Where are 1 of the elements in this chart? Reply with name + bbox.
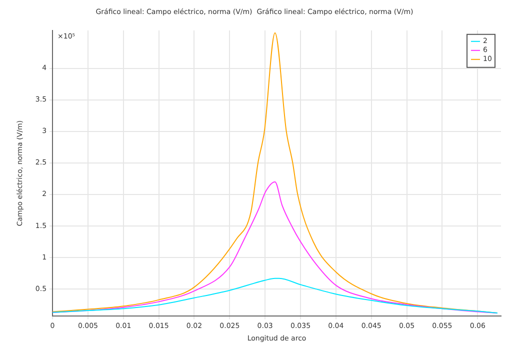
line-series bbox=[52, 278, 498, 314]
